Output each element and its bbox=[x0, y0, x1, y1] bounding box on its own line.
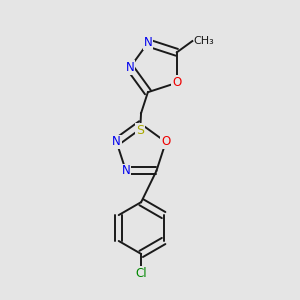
Text: N: N bbox=[126, 61, 134, 74]
Text: CH₃: CH₃ bbox=[194, 36, 214, 46]
Text: O: O bbox=[161, 136, 170, 148]
Text: S: S bbox=[136, 124, 144, 137]
Text: N: N bbox=[122, 164, 130, 178]
Text: Cl: Cl bbox=[135, 267, 147, 280]
Text: O: O bbox=[172, 76, 182, 89]
Text: N: N bbox=[112, 136, 121, 148]
Text: N: N bbox=[143, 36, 152, 50]
